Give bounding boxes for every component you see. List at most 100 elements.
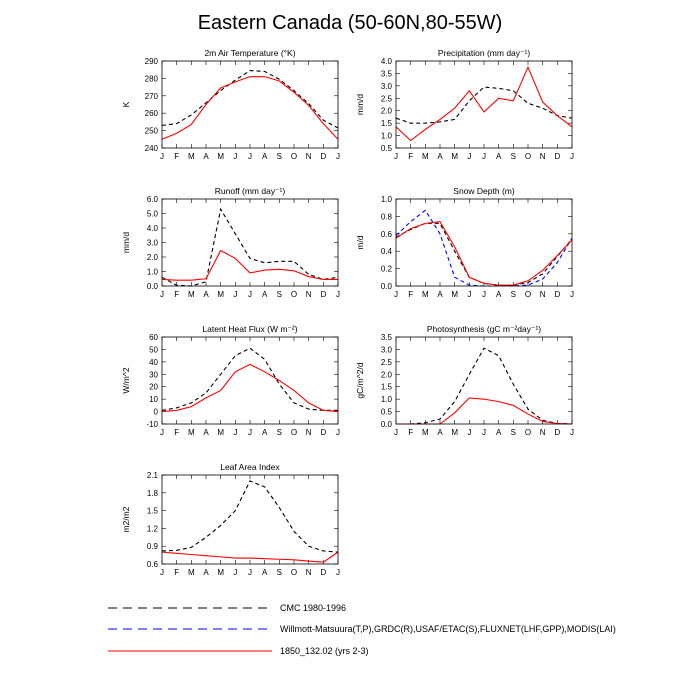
x-tick-label: F [174, 428, 179, 437]
x-tick-label: A [496, 290, 502, 299]
x-tick-label: D [320, 568, 326, 577]
series-line-model [161, 76, 339, 140]
y-tick-label: 0.0 [147, 282, 159, 291]
y-tick-label: 10 [149, 395, 158, 404]
x-tick-label: O [291, 428, 297, 437]
y-tick-label: 0.5 [381, 408, 393, 417]
y-tick-label: 1.5 [147, 507, 159, 516]
x-tick-label: J [570, 152, 574, 161]
y-tick-label: 50 [149, 345, 158, 354]
x-tick-label: M [217, 290, 224, 299]
y-tick-label: 1.5 [381, 119, 393, 128]
x-tick-label: O [525, 428, 531, 437]
x-tick-label: J [160, 428, 164, 437]
y-tick-label: 1.8 [147, 489, 159, 498]
panel-title: Runoff (mm day⁻¹) [215, 186, 286, 196]
legend: CMC 1980-1996 Willmott-Matsuura(T,P),GRDC… [108, 603, 616, 656]
x-tick-label: F [174, 152, 179, 161]
x-tick-label: M [422, 152, 429, 161]
plot-frame [161, 198, 339, 287]
y-tick-label: 3.0 [381, 345, 393, 354]
y-axis-label: m2/m2 [121, 506, 131, 532]
series-line-model [161, 249, 338, 281]
y-tick-label: 2.1 [147, 471, 159, 480]
panel-title: 2m Air Temperature (°K) [204, 48, 295, 58]
series-line-obs [395, 209, 573, 287]
x-tick-label: O [525, 152, 531, 161]
x-tick-label: A [437, 152, 443, 161]
x-tick-label: J [336, 428, 340, 437]
y-tick-label: 20 [149, 383, 158, 392]
y-tick-label: 30 [149, 370, 158, 379]
series-line-cmc [161, 70, 339, 129]
y-tick-label: 0.0 [381, 420, 393, 429]
y-tick-label: 5.0 [147, 210, 159, 219]
series-line-cmc [161, 480, 339, 553]
x-tick-label: M [451, 152, 458, 161]
y-tick-label: 0.0 [381, 282, 393, 291]
y-tick-label: 3.5 [381, 333, 393, 342]
y-tick-label: 3.0 [381, 82, 393, 91]
x-tick-label: A [262, 428, 268, 437]
x-tick-label: F [408, 428, 413, 437]
y-tick-label: 1.5 [381, 383, 393, 392]
y-tick-label: 0.6 [147, 560, 159, 569]
legend-label: 1850_132.02 (yrs 2-3) [280, 646, 369, 656]
series-line-cmc [395, 86, 573, 124]
y-tick-label: 1.2 [147, 524, 159, 533]
y-tick-label: 2.5 [381, 94, 393, 103]
x-tick-label: J [248, 152, 252, 161]
plot-frame [395, 198, 573, 287]
panels: 2m Air Temperature (°K)KJ F M A M J J A S O N D J240… [121, 48, 574, 577]
y-tick-label: 40 [149, 358, 158, 367]
series-line-cmc [396, 347, 573, 425]
x-tick-label: J [160, 290, 164, 299]
x-tick-label: M [217, 428, 224, 437]
y-axis-label: W/m^2 [121, 367, 131, 393]
legend-label: Willmott-Matsuura(T,P),GRDC(R),USAF/ETAC… [280, 624, 616, 634]
x-tick-label: J [160, 568, 164, 577]
x-tick-label: J [336, 152, 340, 161]
x-tick-label: S [511, 290, 516, 299]
y-tick-label: 0.9 [147, 542, 159, 551]
x-tick-label: M [451, 428, 458, 437]
x-tick-label: O [291, 568, 297, 577]
series-line-model [395, 65, 573, 142]
y-tick-label: 0 [154, 408, 159, 417]
plot-frame [395, 60, 573, 149]
y-tick-label: 0.5 [381, 144, 393, 153]
x-tick-label: M [451, 290, 458, 299]
y-tick-label: 260 [145, 109, 159, 118]
x-tick-label: M [422, 290, 429, 299]
x-tick-label: A [262, 568, 268, 577]
x-tick-label: J [570, 428, 574, 437]
x-tick-label: J [233, 152, 237, 161]
series-line-model [161, 363, 339, 413]
figure-title: Eastern Canada (50-60N,80-55W) [198, 12, 503, 34]
panel-title: Snow Depth (m) [453, 186, 515, 196]
y-tick-label: 240 [145, 144, 159, 153]
series-line-model [161, 551, 339, 563]
series-line-cmc [161, 347, 338, 411]
x-tick-label: M [188, 290, 195, 299]
plot-frame [395, 336, 573, 425]
x-tick-label: D [554, 290, 560, 299]
x-tick-label: J [233, 568, 237, 577]
y-tick-label: 0.2 [381, 265, 393, 274]
x-tick-label: J [248, 428, 252, 437]
series-line-cmc [395, 222, 573, 286]
x-tick-label: J [482, 152, 486, 161]
x-tick-label: D [320, 152, 326, 161]
x-tick-label: N [306, 152, 312, 161]
x-tick-label: J [467, 290, 471, 299]
x-tick-label: N [540, 152, 546, 161]
x-tick-label: M [217, 568, 224, 577]
x-tick-label: J [394, 428, 398, 437]
x-tick-label: J [482, 290, 486, 299]
x-tick-label: A [203, 290, 209, 299]
x-tick-label: N [540, 428, 546, 437]
plot-frame [161, 60, 339, 149]
x-tick-label: J [160, 152, 164, 161]
